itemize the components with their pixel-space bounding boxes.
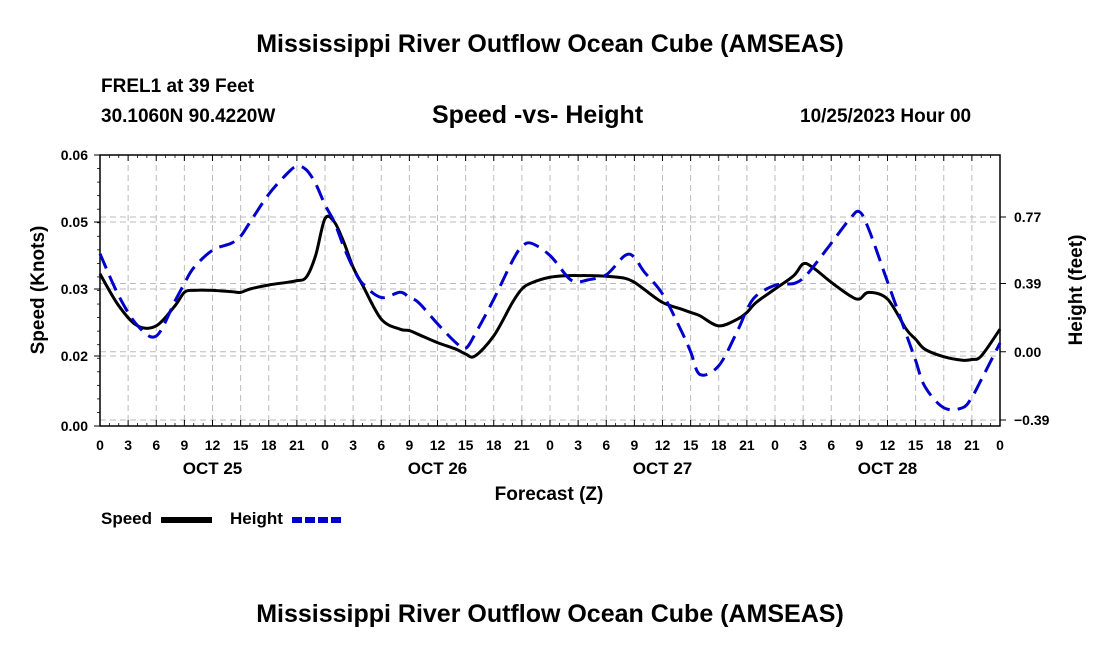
x-axis-label: Forecast (Z) [495, 484, 604, 505]
x-tick-label: 6 [602, 437, 610, 453]
x-tick-label: 12 [880, 437, 896, 453]
x-tick-label: 3 [799, 437, 807, 453]
x-tick-label: 0 [996, 437, 1004, 453]
main-title: Mississippi River Outflow Ocean Cube (AM… [256, 30, 844, 58]
day-label: OCT 28 [858, 459, 918, 478]
x-tick-label: 15 [458, 437, 474, 453]
x-tick-label: 9 [855, 437, 863, 453]
x-tick-label: 3 [349, 437, 357, 453]
y-tick-label: 0.05 [61, 214, 88, 230]
x-tick-label: 12 [430, 437, 446, 453]
x-tick-label: 18 [936, 437, 952, 453]
day-label: OCT 27 [633, 459, 693, 478]
x-tick-label: 9 [630, 437, 638, 453]
x-tick-label: 0 [546, 437, 554, 453]
x-tick-label: 15 [233, 437, 249, 453]
x-tick-label: 21 [514, 437, 530, 453]
x-tick-label: 21 [964, 437, 980, 453]
series-speed-line [98, 214, 1002, 362]
x-tick-label: 21 [739, 437, 755, 453]
plot-frame [99, 154, 1001, 427]
x-tick-label: 18 [711, 437, 727, 453]
y2-axis-label: Height (feet) [1066, 235, 1087, 346]
y-tick-label: 0.00 [61, 418, 88, 434]
tick-labels: 0 3 6 9 12 15 18 21 0 3 6 9 12 15 18 21 0 3 6 9 12 15 18 21 0 3 6 9… [61, 147, 1050, 478]
x-tick-label: 3 [574, 437, 582, 453]
x-tick-label: 3 [124, 437, 132, 453]
y-axis-label: Speed (Knots) [28, 226, 49, 355]
y2-tick-label: 0.00 [1014, 344, 1041, 360]
coordinates-label: 30.1060N 90.4220W [101, 106, 276, 127]
y-tick-label: 0.03 [61, 281, 88, 297]
bottom-title: Mississippi River Outflow Ocean Cube (AM… [256, 600, 844, 628]
x-tick-label: 15 [683, 437, 699, 453]
legend-speed-label: Speed [101, 509, 153, 528]
x-tick-label: 21 [289, 437, 305, 453]
x-tick-label: 9 [180, 437, 188, 453]
x-tick-label: 15 [908, 437, 924, 453]
datetime-label: 10/25/2023 Hour 00 [800, 106, 972, 127]
grid [100, 155, 1000, 426]
day-label: OCT 26 [408, 459, 468, 478]
y2-tick-label: −0.39 [1014, 412, 1050, 428]
x-tick-label: 0 [321, 437, 329, 453]
x-tick-label: 0 [96, 437, 104, 453]
station-label: FREL1 at 39 Feet [101, 76, 255, 97]
plot-title: Speed -vs- Height [432, 101, 644, 129]
x-tick-label: 12 [205, 437, 221, 453]
x-tick-label: 18 [486, 437, 502, 453]
x-tick-label: 6 [152, 437, 160, 453]
x-tick-label: 6 [377, 437, 385, 453]
x-tick-label: 9 [405, 437, 413, 453]
x-tick-label: 18 [261, 437, 277, 453]
x-tick-label: 12 [655, 437, 671, 453]
day-label: OCT 25 [183, 459, 243, 478]
x-tick-label: 0 [771, 437, 779, 453]
x-tick-label: 6 [827, 437, 835, 453]
legend-height-label: Height [230, 509, 283, 528]
y-tick-label: 0.02 [61, 348, 88, 364]
y2-tick-label: 0.39 [1014, 276, 1041, 292]
y-tick-label: 0.06 [61, 147, 88, 163]
series-group [98, 164, 1002, 412]
y2-tick-label: 0.77 [1014, 209, 1041, 225]
